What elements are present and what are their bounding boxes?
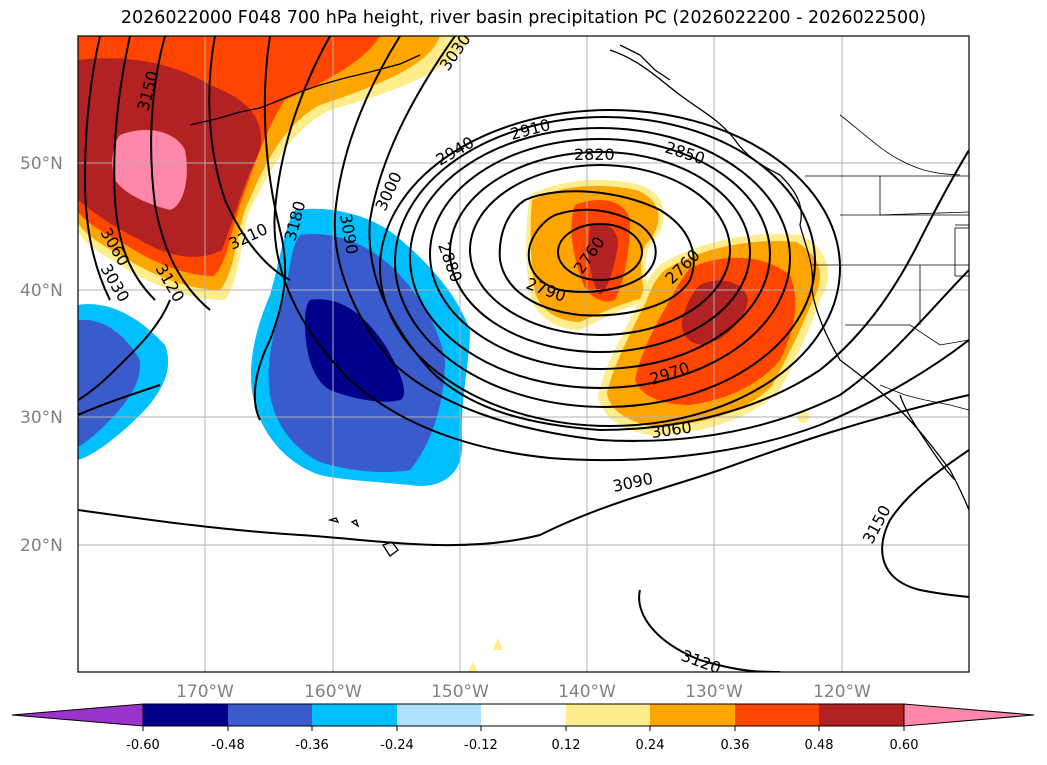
lat-label: 40°N xyxy=(20,281,63,301)
colorbar: -0.60 -0.48 -0.36 -0.24 -0.12 0.12 0.24 … xyxy=(11,703,1035,753)
gridlines xyxy=(78,36,969,672)
lon-label: 150°W xyxy=(431,682,489,702)
colorbar-segment xyxy=(397,704,481,726)
borders xyxy=(805,114,969,411)
colorbar-segment xyxy=(819,704,904,726)
colorbar-tick-label: -0.12 xyxy=(464,738,498,753)
colorbar-tick-label: 0.12 xyxy=(552,738,581,753)
colorbar-tick-label: -0.36 xyxy=(295,738,329,753)
colorbar-segment xyxy=(735,704,819,726)
lon-label: 130°W xyxy=(685,682,743,702)
colorbar-extend-left xyxy=(11,703,144,727)
map-area: 3150 3060 3030 3120 3210 3180 3090 3000 … xyxy=(78,36,969,672)
colorbar-tick-label: -0.60 xyxy=(126,738,160,753)
map-frame xyxy=(77,35,970,673)
colorbar-tick-label: 0.24 xyxy=(636,738,665,753)
lon-label: 170°W xyxy=(176,682,234,702)
lon-label: 140°W xyxy=(558,682,616,702)
colorbar-segment xyxy=(566,704,650,726)
colorbar-tick-label: -0.24 xyxy=(380,738,414,753)
colorbar-tick-label: 0.48 xyxy=(805,738,834,753)
colorbar-segment xyxy=(481,704,566,726)
lat-label: 20°N xyxy=(20,536,63,556)
longitude-labels: 170°W 160°W 150°W 140°W 130°W 120°W xyxy=(176,682,871,702)
lon-label: 120°W xyxy=(813,682,871,702)
colorbar-tick-label: 0.36 xyxy=(721,738,750,753)
lat-label: 30°N xyxy=(20,408,63,428)
colorbar-segment xyxy=(312,704,397,726)
colorbar-segment xyxy=(228,704,312,726)
height-contours xyxy=(78,36,969,672)
latitude-labels: 50°N 40°N 30°N 20°N xyxy=(20,154,63,556)
colorbar-segment xyxy=(143,704,228,726)
lat-label: 50°N xyxy=(20,154,63,174)
colorbar-tick-label: -0.48 xyxy=(211,738,245,753)
contour-label: 2820 xyxy=(574,145,615,164)
colorbar-extend-right xyxy=(903,703,1035,727)
colorbar-segment xyxy=(650,704,735,726)
colorbar-tick-label: 0.60 xyxy=(890,738,919,753)
lon-label: 160°W xyxy=(304,682,362,702)
map-title: 2026022000 F048 700 hPa height, river ba… xyxy=(120,8,927,28)
